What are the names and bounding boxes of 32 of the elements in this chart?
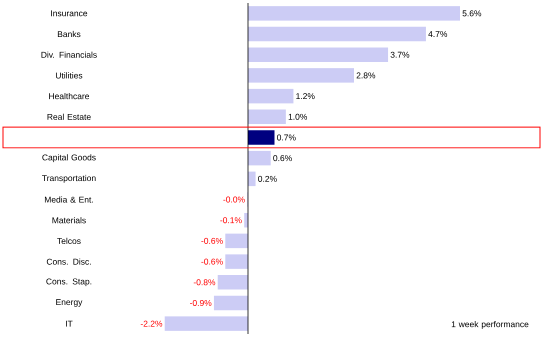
y-tick-label: Healthcare	[49, 92, 90, 100]
y-tick-label: Media & Ent.	[44, 196, 93, 203]
y-tick-label: Energy	[56, 299, 82, 307]
data-label: -0.0%	[223, 196, 245, 203]
y-tick-label: Transportation	[42, 174, 96, 183]
y-tick-label: Cons. Stap.	[46, 278, 92, 286]
y-tick-label: Telcos	[57, 238, 81, 244]
data-label: 1.2%	[296, 93, 315, 100]
data-label: 4.7%	[428, 31, 448, 37]
data-label: -0.1%	[220, 217, 242, 224]
y-tick-label: Real Estate	[48, 114, 91, 120]
data-label: 0.7%	[277, 134, 296, 140]
data-label: 2.8%	[356, 72, 376, 78]
data-label: -0.9%	[190, 300, 212, 306]
data-label: 3.7%	[390, 52, 410, 58]
y-tick-label: Div. Financials	[42, 52, 97, 58]
y-tick-label: Banks	[58, 30, 80, 38]
data-label: 1.0%	[288, 114, 308, 120]
y-tick-label: Cons. Disc.	[46, 258, 91, 265]
data-label: 0.6%	[273, 155, 292, 162]
data-label: -0.6%	[201, 238, 223, 244]
annotation: 1 week performance	[452, 321, 528, 329]
y-tick-label: Utilities	[56, 72, 82, 79]
y-tick-label: Materials	[52, 217, 86, 224]
y-tick-label: IT	[66, 320, 73, 327]
data-label: -2.2%	[140, 320, 162, 327]
y-tick-label: Capital Goods	[42, 154, 96, 162]
data-label: -0.6%	[201, 258, 223, 265]
data-label: 0.2%	[258, 176, 277, 182]
data-label: -0.8%	[194, 279, 216, 286]
y-tick-label: Insurance	[51, 10, 88, 16]
data-label: 5.6%	[462, 10, 482, 16]
